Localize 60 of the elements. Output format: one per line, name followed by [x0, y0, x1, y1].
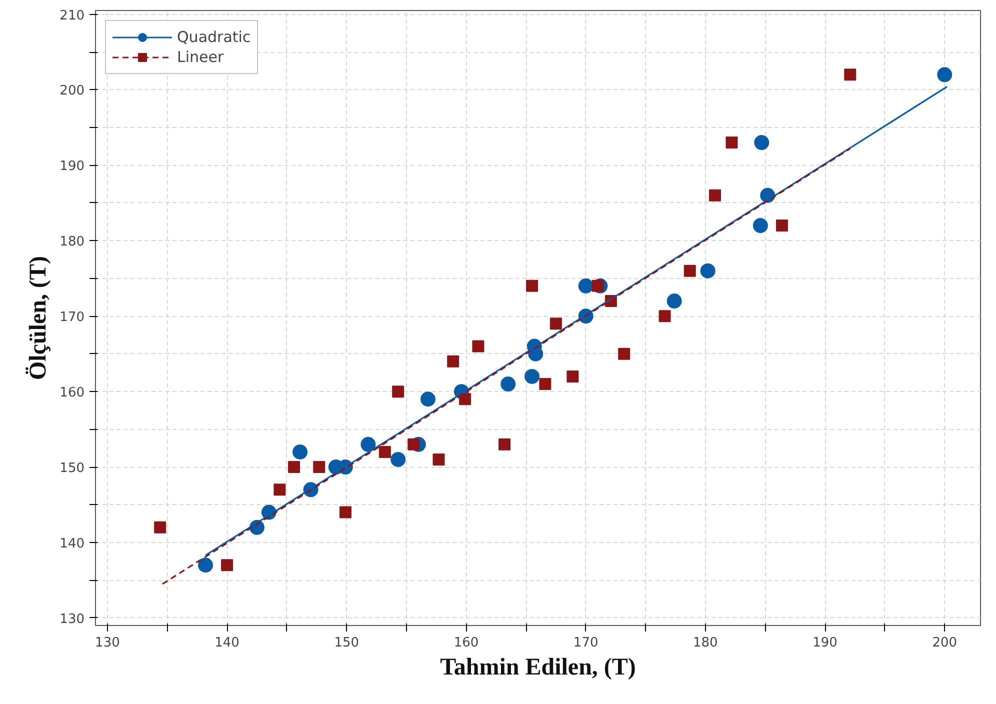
x-tick-label: 130: [95, 636, 120, 650]
point: [392, 386, 404, 398]
y-tick-label: 150: [60, 461, 85, 476]
y-tick-label: 190: [60, 159, 85, 174]
point: [390, 452, 406, 467]
point: [709, 189, 721, 202]
point: [566, 370, 579, 382]
x-tick-label: 190: [812, 636, 838, 650]
point: [550, 318, 562, 330]
point: [154, 521, 166, 534]
point: [700, 263, 716, 278]
point: [937, 67, 952, 82]
point: [198, 558, 214, 573]
point: [578, 278, 594, 294]
legend-label: Quadratic: [177, 28, 251, 46]
point: [339, 506, 352, 518]
point: [288, 461, 300, 474]
point: [221, 559, 234, 572]
x-tick-label: 170: [573, 636, 598, 650]
y-tick-label: 160: [60, 386, 85, 401]
point: [658, 310, 671, 322]
point: [666, 294, 682, 309]
point: [618, 348, 630, 360]
point: [292, 444, 308, 460]
point: [472, 340, 484, 352]
point: [447, 355, 460, 368]
y-tick-label: 200: [60, 84, 85, 99]
point: [432, 453, 445, 466]
x-tick-label: 180: [693, 636, 718, 650]
point: [378, 446, 391, 458]
point: [844, 68, 856, 81]
point: [420, 392, 436, 407]
y-tick-label: 140: [60, 536, 85, 552]
legend-label: Lineer: [177, 48, 224, 66]
point: [360, 436, 376, 452]
y-tick-label: 210: [60, 8, 85, 24]
point: [592, 280, 604, 292]
point: [274, 484, 286, 496]
x-axis-title: Tahmin Edilen, (T): [440, 654, 636, 680]
point: [498, 438, 511, 450]
point: [539, 378, 552, 390]
y-tick-label: 130: [60, 612, 85, 627]
point: [500, 376, 516, 392]
x-tick-label: 200: [932, 636, 958, 650]
x-tick-label: 140: [214, 636, 240, 650]
point: [726, 136, 738, 149]
y-tick-label: 180: [60, 234, 85, 250]
point: [524, 368, 540, 384]
point: [408, 438, 420, 450]
y-axis-title: Ölçülen, (T): [26, 256, 52, 380]
point: [459, 393, 472, 406]
point: [776, 220, 788, 232]
point: [754, 135, 770, 150]
point: [526, 280, 538, 292]
point: [684, 264, 696, 277]
x-tick-label: 160: [454, 636, 479, 650]
point: [313, 461, 326, 474]
y-tick-label: 170: [60, 310, 85, 326]
point: [752, 218, 768, 234]
x-tick-label: 150: [334, 636, 360, 650]
